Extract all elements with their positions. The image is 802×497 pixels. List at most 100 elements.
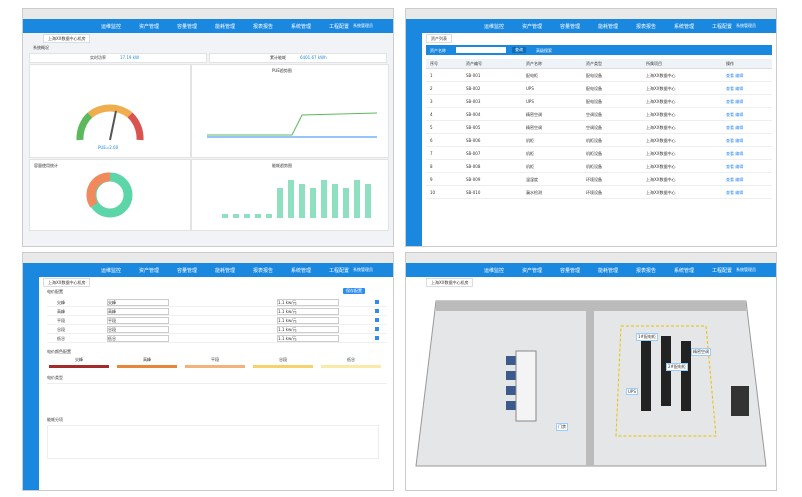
period-input[interactable]: 平段 bbox=[107, 317, 169, 324]
price-input[interactable]: 1.1 kw/元 bbox=[277, 308, 339, 315]
power-card: 实时功率 17.19 kW bbox=[29, 53, 207, 63]
nav-item[interactable]: 容量管理 bbox=[177, 24, 198, 30]
row-action[interactable]: 查看 编辑 bbox=[726, 86, 744, 91]
nav-item[interactable]: 报表报告 bbox=[253, 24, 274, 30]
nav-item[interactable]: 系统管理 bbox=[291, 24, 312, 30]
tab[interactable]: 上海XX数据中心机房 bbox=[426, 278, 474, 287]
table-cell: 上海XX数据中心 bbox=[646, 99, 676, 104]
nav-item[interactable]: 资产管理 bbox=[139, 268, 160, 274]
table-cell: 5 bbox=[430, 125, 433, 130]
device-label[interactable]: 2#配电柜 bbox=[666, 363, 688, 371]
save-button[interactable]: 保存配置 bbox=[343, 288, 365, 294]
checkbox[interactable] bbox=[375, 318, 379, 322]
table-cell: 上海XX数据中心 bbox=[646, 86, 676, 91]
nav-item[interactable]: 资产管理 bbox=[522, 268, 543, 274]
period-input[interactable]: 低谷 bbox=[107, 335, 169, 342]
table-cell: SB-003 bbox=[466, 99, 481, 104]
row-action[interactable]: 查看 编辑 bbox=[726, 138, 744, 143]
device-label[interactable]: 精密空调 bbox=[691, 348, 711, 356]
period-input[interactable]: 谷段 bbox=[107, 326, 169, 333]
nav-item[interactable]: 能耗管理 bbox=[598, 24, 619, 30]
price-input[interactable]: 1.1 kw/元 bbox=[277, 299, 339, 306]
table-row: 1 SB-001 配电柜 配电设备 上海XX数据中心 查看 编辑 bbox=[426, 69, 772, 82]
checkbox[interactable] bbox=[375, 336, 379, 340]
row-action[interactable]: 查看 编辑 bbox=[726, 164, 744, 169]
nav-item[interactable]: 运维监控 bbox=[484, 268, 505, 274]
table-cell: UPS bbox=[526, 86, 534, 91]
tab[interactable]: 资产列表 bbox=[426, 34, 452, 43]
tab[interactable]: 上海XX数据中心机房 bbox=[43, 34, 91, 43]
checkbox[interactable] bbox=[375, 309, 379, 313]
nav-item[interactable]: 能耗管理 bbox=[215, 268, 236, 274]
nav-item[interactable]: 报表报告 bbox=[636, 268, 657, 274]
tab[interactable]: 上海XX数据中心机房 bbox=[43, 278, 91, 287]
nav-item[interactable]: 运维监控 bbox=[484, 24, 505, 30]
nav-item[interactable]: 工程配置 bbox=[329, 268, 350, 274]
row-action[interactable]: 查看 编辑 bbox=[726, 112, 744, 117]
table-cell: 4 bbox=[430, 112, 433, 117]
search-label: 资产名称 bbox=[430, 48, 446, 53]
color-swatch: 平段 bbox=[183, 357, 247, 368]
energy-chart: 能耗趋势图 bbox=[191, 159, 389, 231]
color-swatch: 低谷 bbox=[319, 357, 383, 368]
nav-item[interactable]: 系统管理 bbox=[674, 24, 695, 30]
user-name[interactable]: 系统管理员 bbox=[353, 267, 373, 272]
user-name[interactable]: 系统管理员 bbox=[736, 23, 756, 28]
nav-item[interactable]: 工程配置 bbox=[712, 268, 733, 274]
search-button[interactable]: 查询 bbox=[512, 47, 526, 53]
period-name: 低谷 bbox=[57, 336, 65, 341]
card-title: 容量使用统计 bbox=[34, 163, 58, 168]
pue-chart: PUE趋势图 bbox=[191, 64, 389, 158]
checkbox[interactable] bbox=[375, 300, 379, 304]
nav-item[interactable]: 资产管理 bbox=[522, 24, 543, 30]
nav-item[interactable]: 能耗管理 bbox=[215, 24, 236, 30]
price-input[interactable]: 1.1 kw/元 bbox=[277, 317, 339, 324]
nav-item[interactable]: 能耗管理 bbox=[598, 268, 619, 274]
nav-item[interactable]: 系统管理 bbox=[674, 268, 695, 274]
nav-item[interactable]: 系统管理 bbox=[291, 268, 312, 274]
table-row: 7 SB-007 机柜 机柜设备 上海XX数据中心 查看 编辑 bbox=[426, 147, 772, 160]
row-action[interactable]: 查看 编辑 bbox=[726, 99, 744, 104]
device-label[interactable]: UPS bbox=[626, 388, 638, 395]
price-input[interactable]: 1.1 kw/元 bbox=[277, 326, 339, 333]
bar bbox=[354, 180, 360, 218]
table-cell: 10 bbox=[430, 190, 436, 195]
search-input[interactable] bbox=[456, 47, 506, 53]
nav-item[interactable]: 工程配置 bbox=[712, 24, 733, 30]
nav-item[interactable]: 报表报告 bbox=[253, 268, 274, 274]
nav-item[interactable]: 运维监控 bbox=[101, 24, 122, 30]
row-action[interactable]: 查看 编辑 bbox=[726, 177, 744, 182]
table-cell: 空调设备 bbox=[586, 125, 602, 130]
nav-item[interactable]: 运维监控 bbox=[101, 268, 122, 274]
device-label[interactable]: 1#配电柜 bbox=[636, 333, 658, 341]
row-action[interactable]: 查看 编辑 bbox=[726, 73, 744, 78]
room-3d bbox=[415, 300, 767, 467]
device-label[interactable]: 门禁 bbox=[556, 423, 568, 431]
table-cell: 2 bbox=[430, 86, 433, 91]
advanced-search[interactable]: 高级搜索 bbox=[536, 48, 552, 53]
bar bbox=[321, 180, 327, 218]
checkbox[interactable] bbox=[375, 327, 379, 331]
nav-item[interactable]: 报表报告 bbox=[636, 24, 657, 30]
nav-item[interactable]: 容量管理 bbox=[560, 268, 581, 274]
price-input[interactable]: 1.1 kw/元 bbox=[277, 335, 339, 342]
period-name: 平段 bbox=[57, 318, 65, 323]
table-cell: SB-001 bbox=[466, 73, 481, 78]
table-cell: 机柜设备 bbox=[586, 138, 602, 143]
user-name[interactable]: 系统管理员 bbox=[736, 267, 756, 272]
row-action[interactable]: 查看 编辑 bbox=[726, 151, 744, 156]
section-title: 电价类型 bbox=[47, 375, 63, 380]
period-input[interactable]: 高峰 bbox=[107, 308, 169, 315]
nav-item[interactable]: 工程配置 bbox=[329, 24, 350, 30]
row-action[interactable]: 查看 编辑 bbox=[726, 125, 744, 130]
nav-item[interactable]: 容量管理 bbox=[177, 268, 198, 274]
row-action[interactable]: 查看 编辑 bbox=[726, 190, 744, 195]
table-cell: SB-009 bbox=[466, 177, 481, 182]
user-name[interactable]: 系统管理员 bbox=[353, 23, 373, 28]
period-input[interactable]: 尖峰 bbox=[107, 299, 169, 306]
table-cell: 上海XX数据中心 bbox=[646, 164, 676, 169]
nav-item[interactable]: 资产管理 bbox=[139, 24, 160, 30]
power-label: 实时功率 bbox=[90, 55, 106, 60]
nav-item[interactable]: 容量管理 bbox=[560, 24, 581, 30]
